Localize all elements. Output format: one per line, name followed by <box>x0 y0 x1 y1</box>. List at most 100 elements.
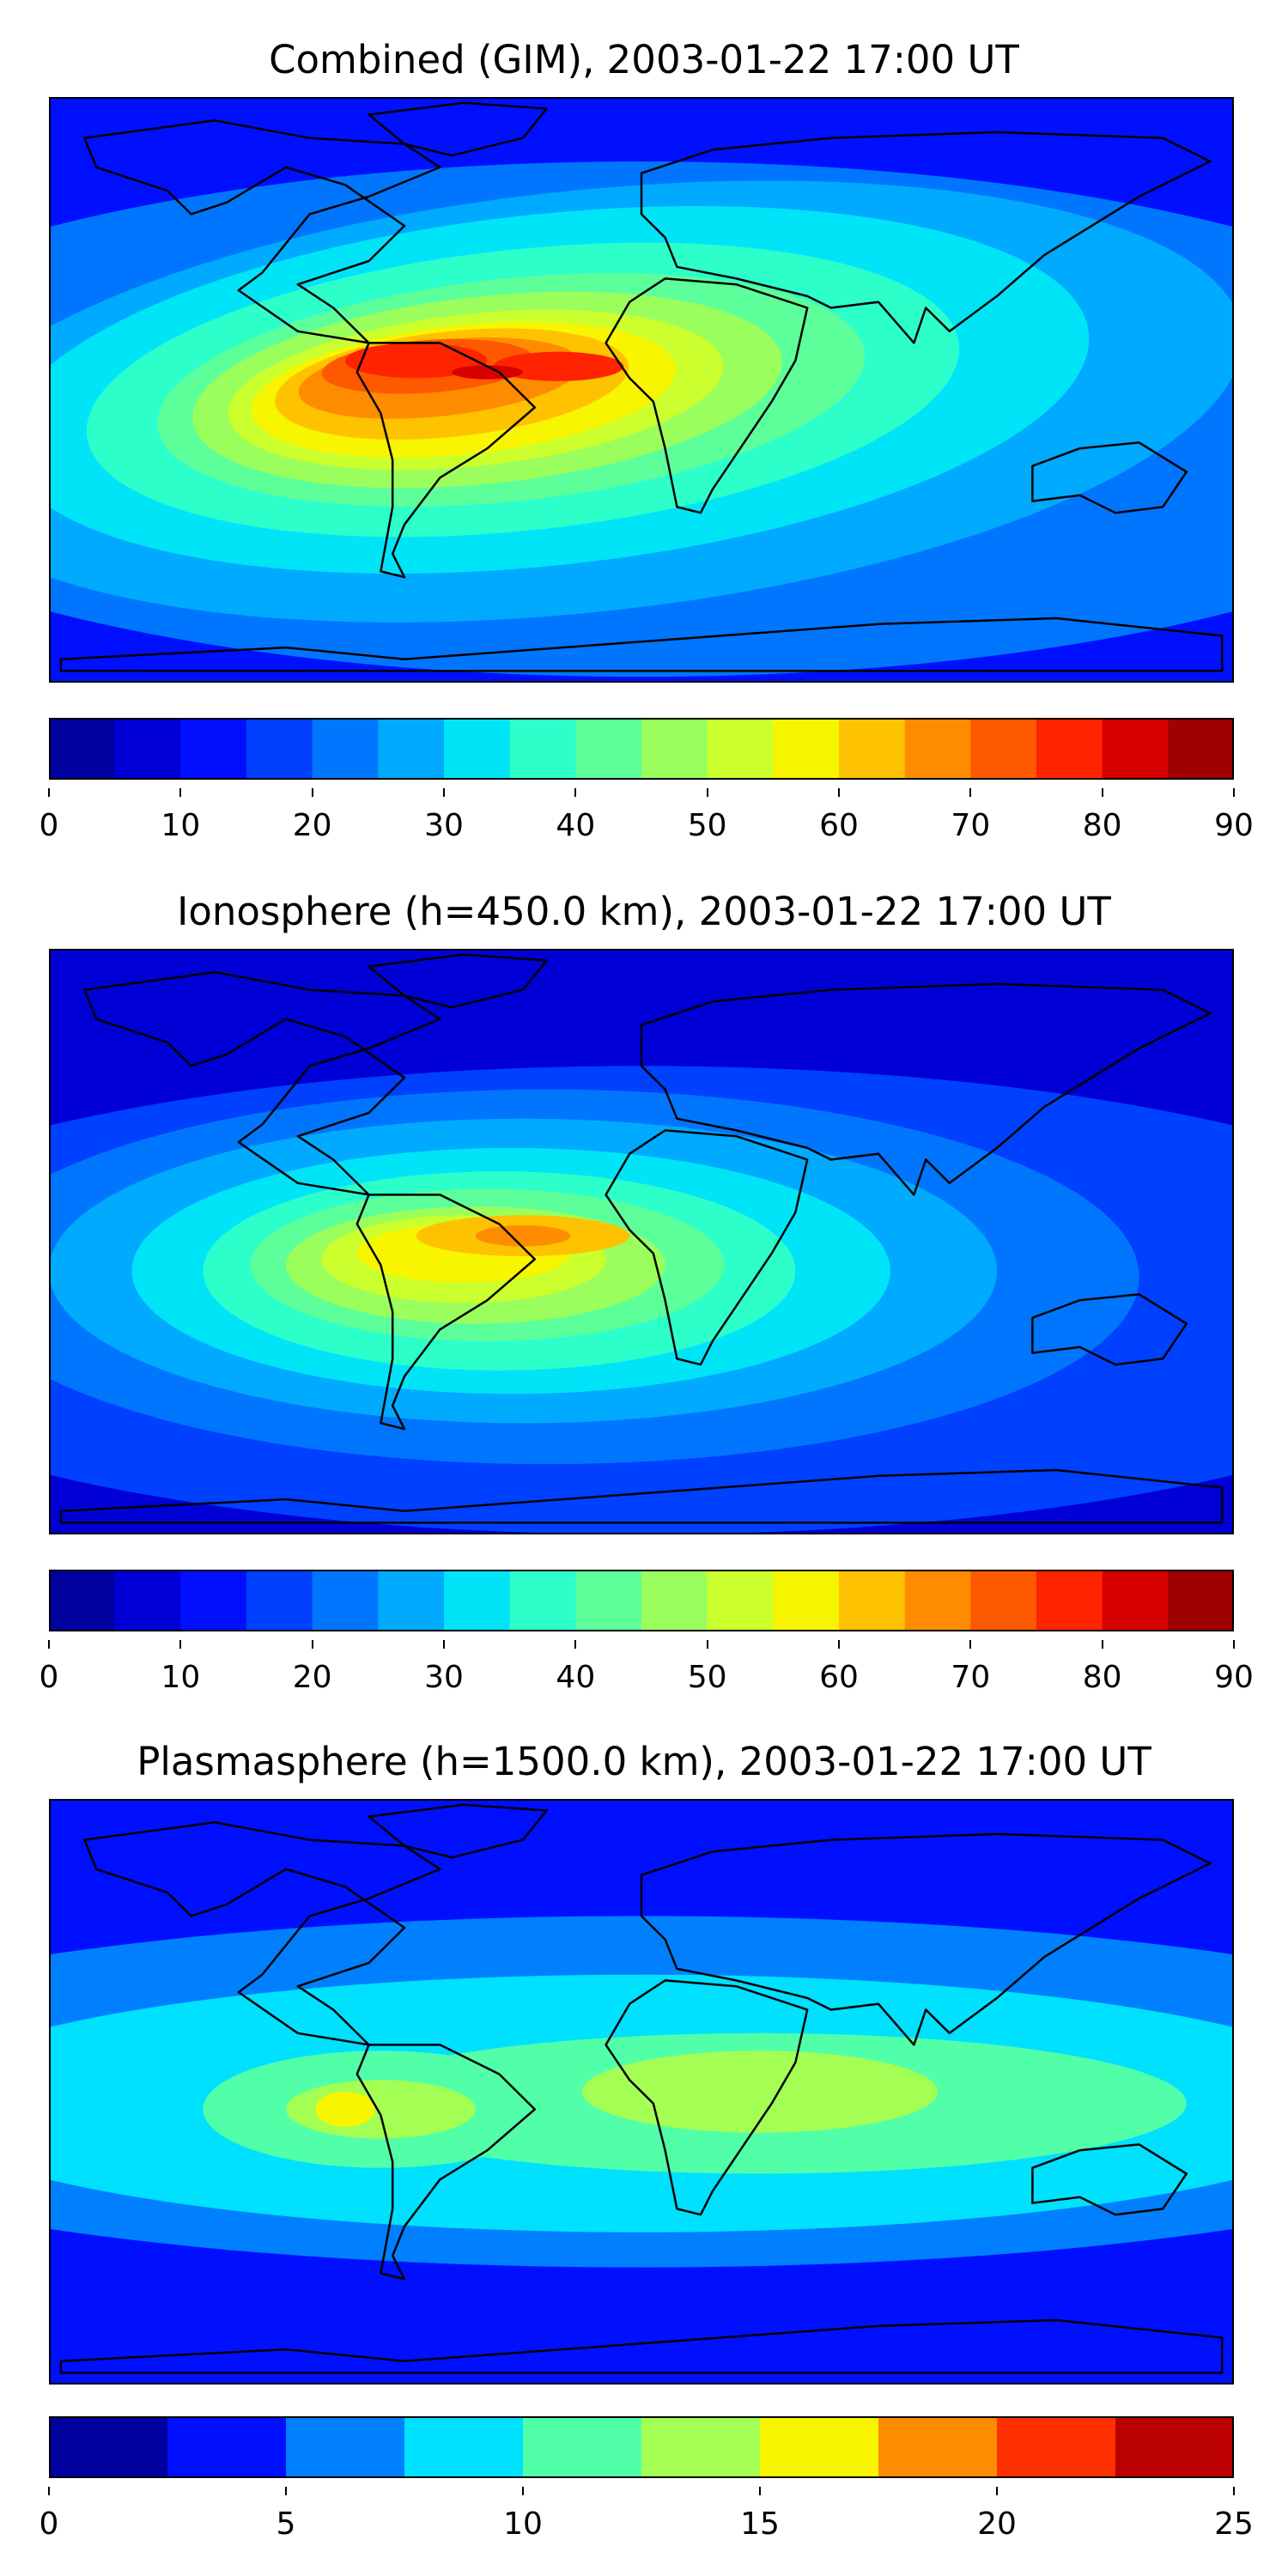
colorbar-segment <box>904 1570 971 1631</box>
contour-band <box>315 2092 375 2127</box>
colorbar-tick-mark <box>443 1640 445 1649</box>
colorbar-tick-mark <box>285 2487 287 2495</box>
colorbar-tick-label: 90 <box>1214 808 1254 843</box>
colorbar-tick-mark <box>706 1640 708 1649</box>
coastline <box>368 953 548 1009</box>
colorbar-tick-label: 5 <box>276 2506 296 2542</box>
colorbar-segment <box>312 1570 379 1631</box>
colorbar-tick-mark <box>179 788 182 797</box>
colorbar-segment <box>523 2416 642 2478</box>
colorbar-tick-label: 15 <box>740 2506 780 2542</box>
colorbar-tick-mark <box>969 788 972 797</box>
colorbar-tick-label: 60 <box>819 808 859 843</box>
colorbar-tick-mark <box>1233 788 1235 797</box>
colorbar-tick-label: 10 <box>503 2506 543 2542</box>
colorbar-tick-mark <box>574 1640 577 1649</box>
colorbar-segment <box>773 1570 840 1631</box>
coastline <box>640 1832 1212 2046</box>
chart-title: Ionosphere (h=450.0 km), 2003-01-22 17:0… <box>177 889 1111 934</box>
coastline <box>59 2318 1224 2374</box>
colorbar-segment <box>1036 718 1103 780</box>
colorbar-segment <box>180 1570 247 1631</box>
colorbar-tick-mark <box>311 1640 313 1649</box>
colorbar-segment <box>707 718 774 780</box>
colorbar-tick-label: 0 <box>39 2506 59 2542</box>
colorbar-tick-mark <box>969 1640 972 1649</box>
colorbar-frame <box>49 2416 1234 2478</box>
contour-band <box>582 2050 938 2133</box>
coastline <box>640 982 1212 1196</box>
colorbar-tick-label: 0 <box>39 808 59 843</box>
colorbar-tick-mark <box>522 2487 524 2495</box>
colorbar-segment <box>1036 1570 1103 1631</box>
colorbar-segment <box>312 718 379 780</box>
colorbar-frame <box>49 718 1234 780</box>
colorbar-tick-label: 10 <box>161 1660 201 1695</box>
colorbar-segment <box>49 2416 168 2478</box>
coastline <box>83 1821 441 2046</box>
colorbar-tick-label: 40 <box>556 1660 596 1695</box>
colorbar-tick-mark <box>996 2487 998 2495</box>
colorbar-tick-label: 25 <box>1214 2506 1254 2542</box>
colorbar-tick-label: 20 <box>292 1660 332 1695</box>
coastline <box>368 101 548 157</box>
colorbar-tick-mark <box>48 2487 50 2495</box>
map-frame <box>49 97 1234 683</box>
coastline <box>605 1979 809 2216</box>
colorbar-tick-label: 90 <box>1214 1660 1254 1695</box>
coastline <box>605 1129 809 1366</box>
colorbar-tick-label: 50 <box>687 1660 727 1695</box>
colorbar-segment <box>1102 1570 1169 1631</box>
contour-band <box>452 365 523 380</box>
tec-map-plasmasphere <box>49 1799 1234 2385</box>
colorbar-segment <box>444 1570 511 1631</box>
colorbar-segment <box>378 718 445 780</box>
tec-map-combined <box>49 97 1234 683</box>
colorbar-combined <box>49 718 1234 780</box>
colorbar-segment <box>773 718 840 780</box>
colorbar-segment <box>444 718 511 780</box>
coastline <box>640 131 1212 344</box>
colorbar-segment <box>509 718 576 780</box>
colorbar-segment <box>1102 718 1169 780</box>
coastline <box>59 617 1224 672</box>
colorbar-segment <box>641 2416 761 2478</box>
colorbar-segment <box>114 1570 181 1631</box>
colorbar-segment <box>180 718 247 780</box>
contour-band <box>475 1224 571 1247</box>
colorbar-tick-label: 30 <box>424 1660 464 1695</box>
colorbar-tick-mark <box>48 788 50 797</box>
coastline <box>83 971 441 1196</box>
colorbar-tick-mark <box>759 2487 761 2495</box>
colorbar-tick-label: 70 <box>951 808 991 843</box>
coastline <box>605 277 809 514</box>
colorbar-ionosphere <box>49 1570 1234 1631</box>
colorbar-segment <box>1115 2416 1234 2478</box>
colorbar-segment <box>1168 718 1234 780</box>
colorbar-tick-label: 30 <box>424 808 464 843</box>
tec-map-ionosphere <box>49 949 1234 1534</box>
colorbar-tick-mark <box>838 1640 840 1649</box>
colorbar-segment <box>839 1570 906 1631</box>
colorbar-tick-label: 0 <box>39 1660 59 1695</box>
colorbar-tick-label: 80 <box>1082 808 1122 843</box>
colorbar-tick-mark <box>838 788 840 797</box>
colorbar-tick-mark <box>1101 1640 1103 1649</box>
map-frame <box>49 1799 1234 2385</box>
colorbar-segment <box>167 2416 287 2478</box>
colorbar-tick-mark <box>1101 788 1103 797</box>
colorbar-tick-label: 40 <box>556 808 596 843</box>
colorbar-tick-mark <box>179 1640 182 1649</box>
colorbar-segment <box>246 1570 313 1631</box>
colorbar-segment <box>286 2416 405 2478</box>
colorbar-segment <box>575 718 642 780</box>
colorbar-segment <box>839 718 906 780</box>
colorbar-segment <box>575 1570 642 1631</box>
colorbar-segment <box>246 718 313 780</box>
colorbar-segment <box>49 718 116 780</box>
colorbar-tick-label: 20 <box>977 2506 1017 2542</box>
colorbar-segment <box>378 1570 445 1631</box>
colorbar-segment <box>641 1570 708 1631</box>
coastline <box>83 119 441 344</box>
chart-title: Plasmasphere (h=1500.0 km), 2003-01-22 1… <box>137 1739 1151 1784</box>
